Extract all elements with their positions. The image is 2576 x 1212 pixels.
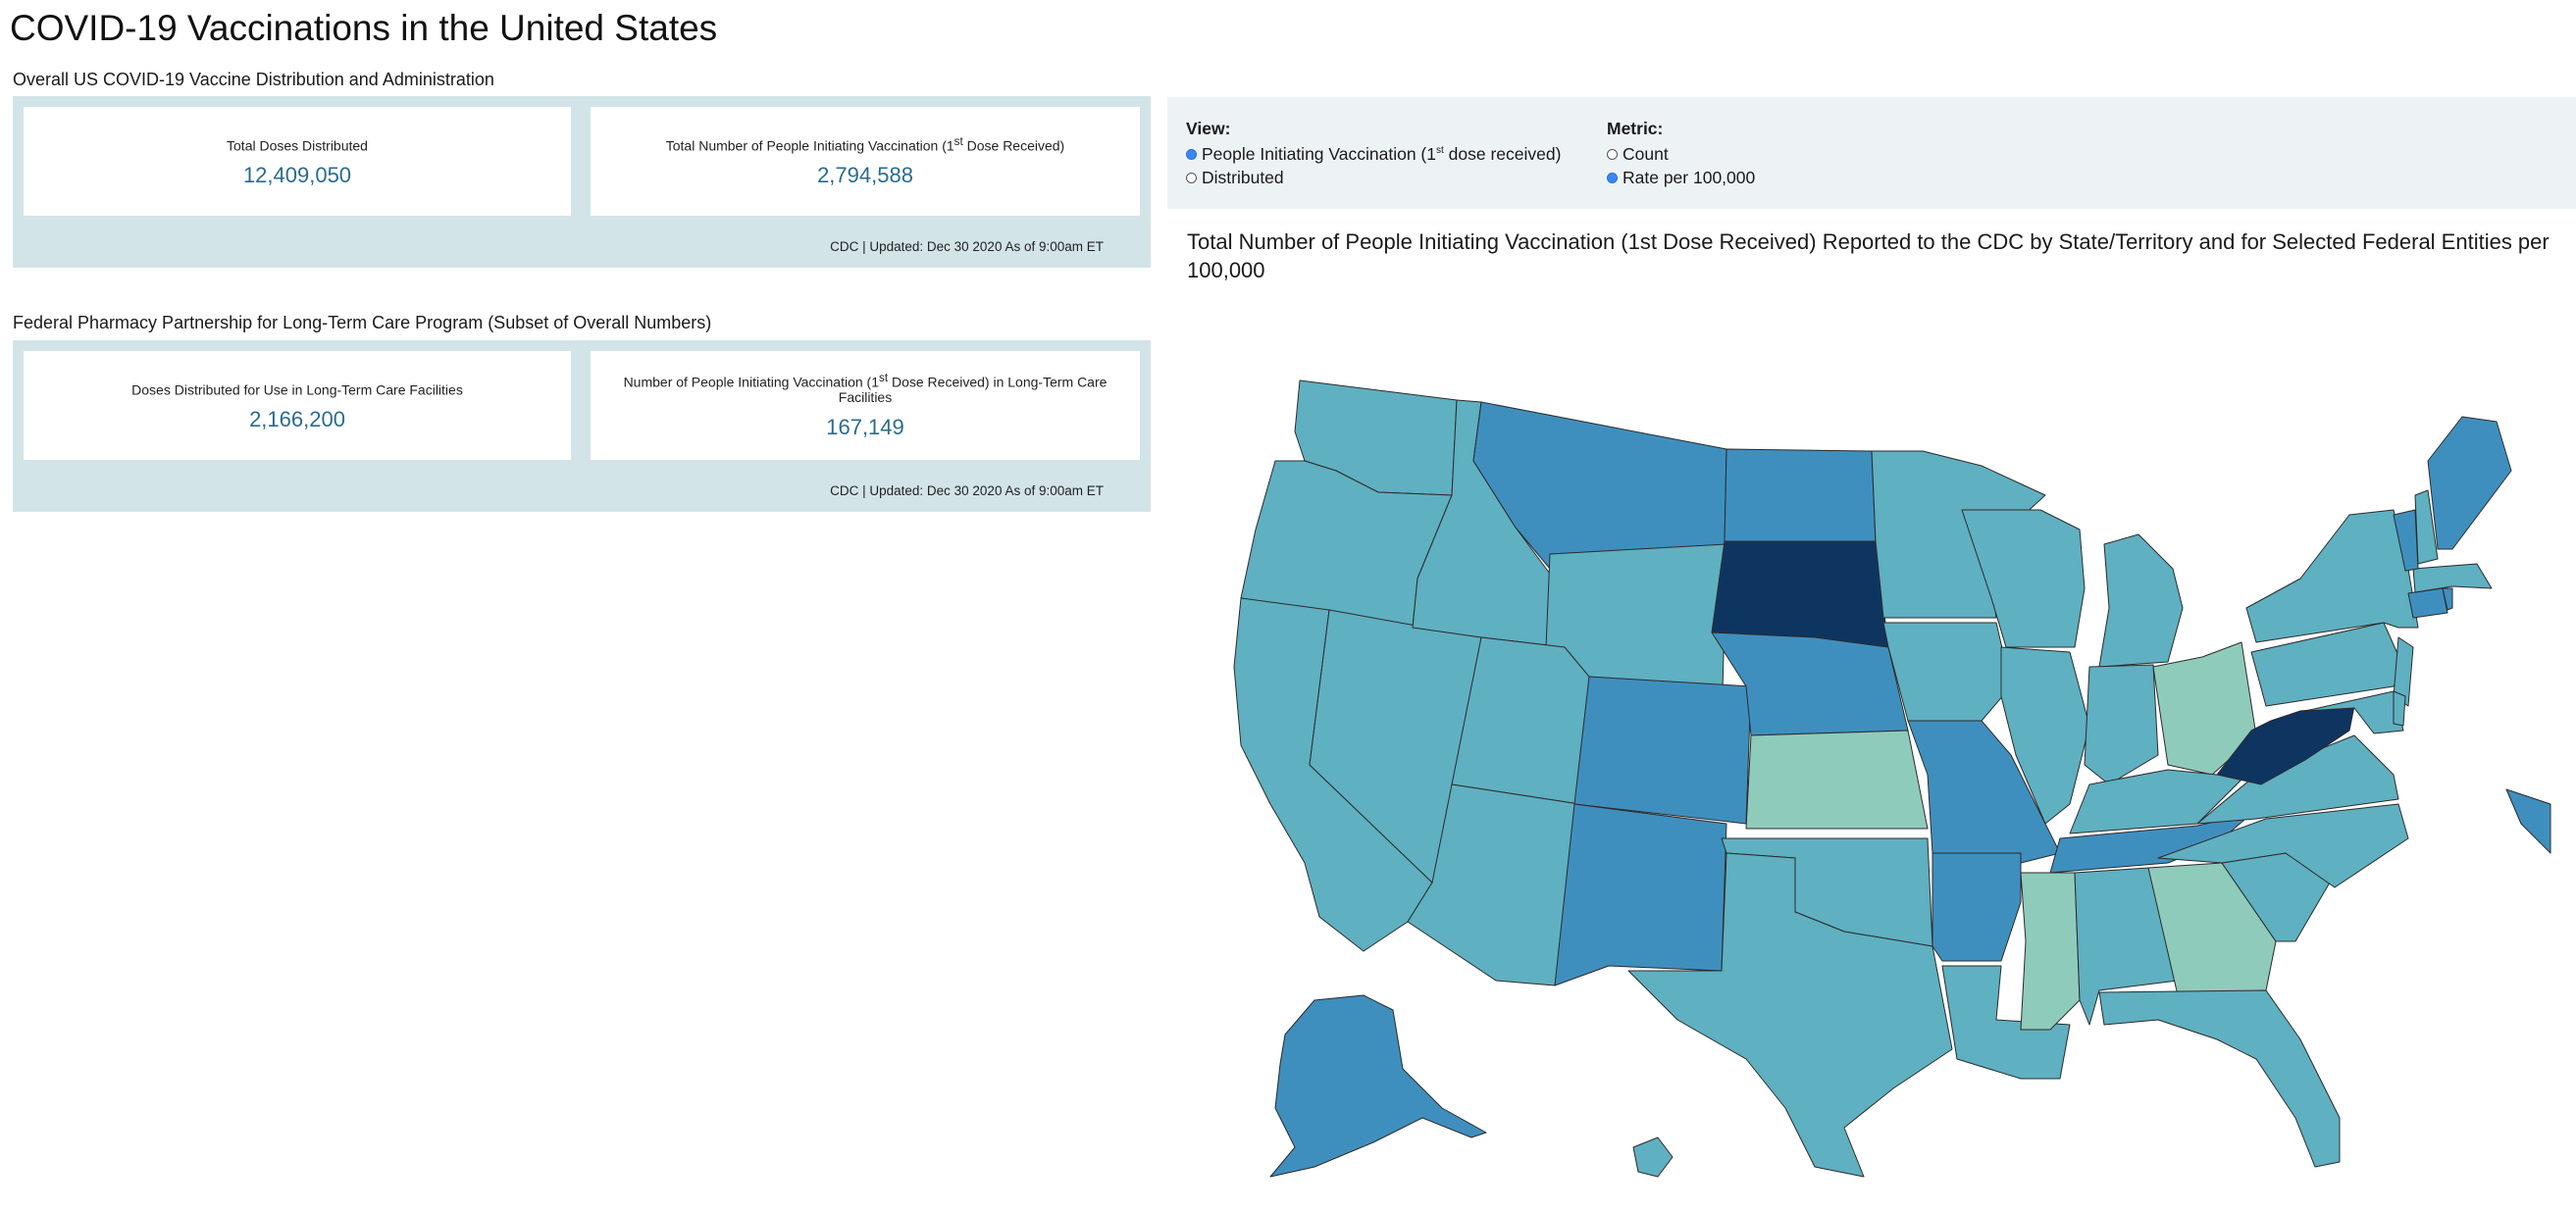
view-option-people-initiating[interactable]: People Initiating Vaccination (1st dose … [1186, 142, 1561, 166]
state-georgia[interactable] [2147, 862, 2277, 996]
people-initiating-card: Total Number of People Initiating Vaccin… [591, 107, 1140, 216]
card-label: Total Doses Distributed [227, 137, 368, 154]
card-label: Number of People Initiating Vaccination … [623, 371, 1108, 406]
view-option-distributed[interactable]: Distributed [1186, 166, 1561, 189]
state-arkansas[interactable] [1932, 852, 2022, 962]
radio-selected-icon[interactable] [1607, 172, 1618, 183]
ltc-doses-distributed-card: Doses Distributed for Use in Long-Term C… [24, 351, 571, 460]
state-connecticut[interactable] [2407, 587, 2448, 619]
state-new-york[interactable] [2245, 509, 2419, 643]
overall-summary-panel: Total Doses Distributed 12,409,050 Total… [13, 96, 1151, 268]
map-controls: View: People Initiating Vaccination (1st… [1167, 97, 2576, 209]
card-value: 2,166,200 [249, 407, 345, 432]
view-label: View: [1186, 119, 1231, 138]
state-north-dakota[interactable] [1724, 448, 1877, 542]
update-footer: CDC | Updated: Dec 30 2020 As of 9:00am … [830, 239, 1104, 254]
state-kansas[interactable] [1745, 730, 1929, 830]
card-label: Total Number of People Initiating Vaccin… [665, 134, 1065, 154]
state-alaska[interactable] [1269, 994, 1487, 1178]
state-delaware[interactable] [2393, 690, 2406, 727]
radio-label: Rate per 100,000 [1623, 167, 1756, 187]
ltc-people-initiating-card: Number of People Initiating Vaccination … [591, 351, 1140, 460]
state-puerto-rico[interactable] [2505, 788, 2551, 854]
state-illinois[interactable] [2000, 646, 2090, 825]
card-label: Doses Distributed for Use in Long-Term C… [131, 381, 463, 398]
state-south-dakota[interactable] [1711, 540, 1889, 648]
state-new-hampshire[interactable] [2414, 489, 2439, 565]
radio-selected-icon[interactable] [1186, 148, 1197, 160]
metric-option-rate[interactable]: Rate per 100,000 [1607, 166, 1755, 189]
metric-control-group: Metric: Count Rate per 100,000 [1607, 119, 1755, 189]
update-footer: CDC | Updated: Dec 30 2020 As of 9:00am … [830, 483, 1104, 498]
state-mississippi[interactable] [2020, 872, 2081, 1031]
state-texas[interactable] [1627, 852, 1953, 1178]
state-wisconsin[interactable] [1961, 509, 2086, 648]
state-rhode-island[interactable] [2442, 587, 2453, 611]
total-doses-distributed-card: Total Doses Distributed 12,409,050 [24, 107, 571, 216]
radio-label: Count [1623, 143, 1669, 164]
state-colorado[interactable] [1573, 676, 1752, 825]
radio-label: Distributed [1202, 167, 1284, 187]
state-louisiana[interactable] [1941, 965, 2071, 1080]
radio-label: People Initiating Vaccination (1st dose … [1202, 143, 1562, 164]
state-new-jersey[interactable] [2393, 636, 2414, 707]
state-florida[interactable] [2098, 989, 2341, 1168]
page-title: COVID-19 Vaccinations in the United Stat… [10, 8, 718, 48]
card-value: 167,149 [826, 415, 904, 440]
state-michigan[interactable] [2098, 533, 2184, 668]
metric-option-count[interactable]: Count [1607, 142, 1755, 166]
state-maine[interactable] [2427, 416, 2512, 550]
radio-unselected-icon[interactable] [1186, 172, 1197, 183]
view-control-group: View: People Initiating Vaccination (1st… [1186, 119, 1561, 189]
card-value: 2,794,588 [817, 163, 913, 188]
radio-unselected-icon[interactable] [1607, 148, 1618, 160]
state-vermont[interactable] [2393, 509, 2419, 572]
state-massachusetts[interactable] [2412, 563, 2493, 593]
us-choropleth-map [1233, 379, 2551, 1178]
state-new-mexico[interactable] [1554, 803, 1727, 986]
state-maryland[interactable] [2304, 690, 2404, 734]
ltc-summary-panel: Doses Distributed for Use in Long-Term C… [13, 340, 1151, 512]
state-hawaii[interactable] [1632, 1136, 1674, 1178]
overall-section-heading: Overall US COVID-19 Vaccine Distribution… [13, 70, 494, 89]
map-title: Total Number of People Initiating Vaccin… [1187, 229, 2550, 282]
card-value: 12,409,050 [242, 163, 352, 188]
metric-label: Metric: [1607, 119, 1664, 138]
state-north-carolina[interactable] [2157, 803, 2409, 888]
ltc-section-heading: Federal Pharmacy Partnership for Long-Te… [13, 313, 712, 332]
state-indiana[interactable] [2084, 664, 2159, 785]
